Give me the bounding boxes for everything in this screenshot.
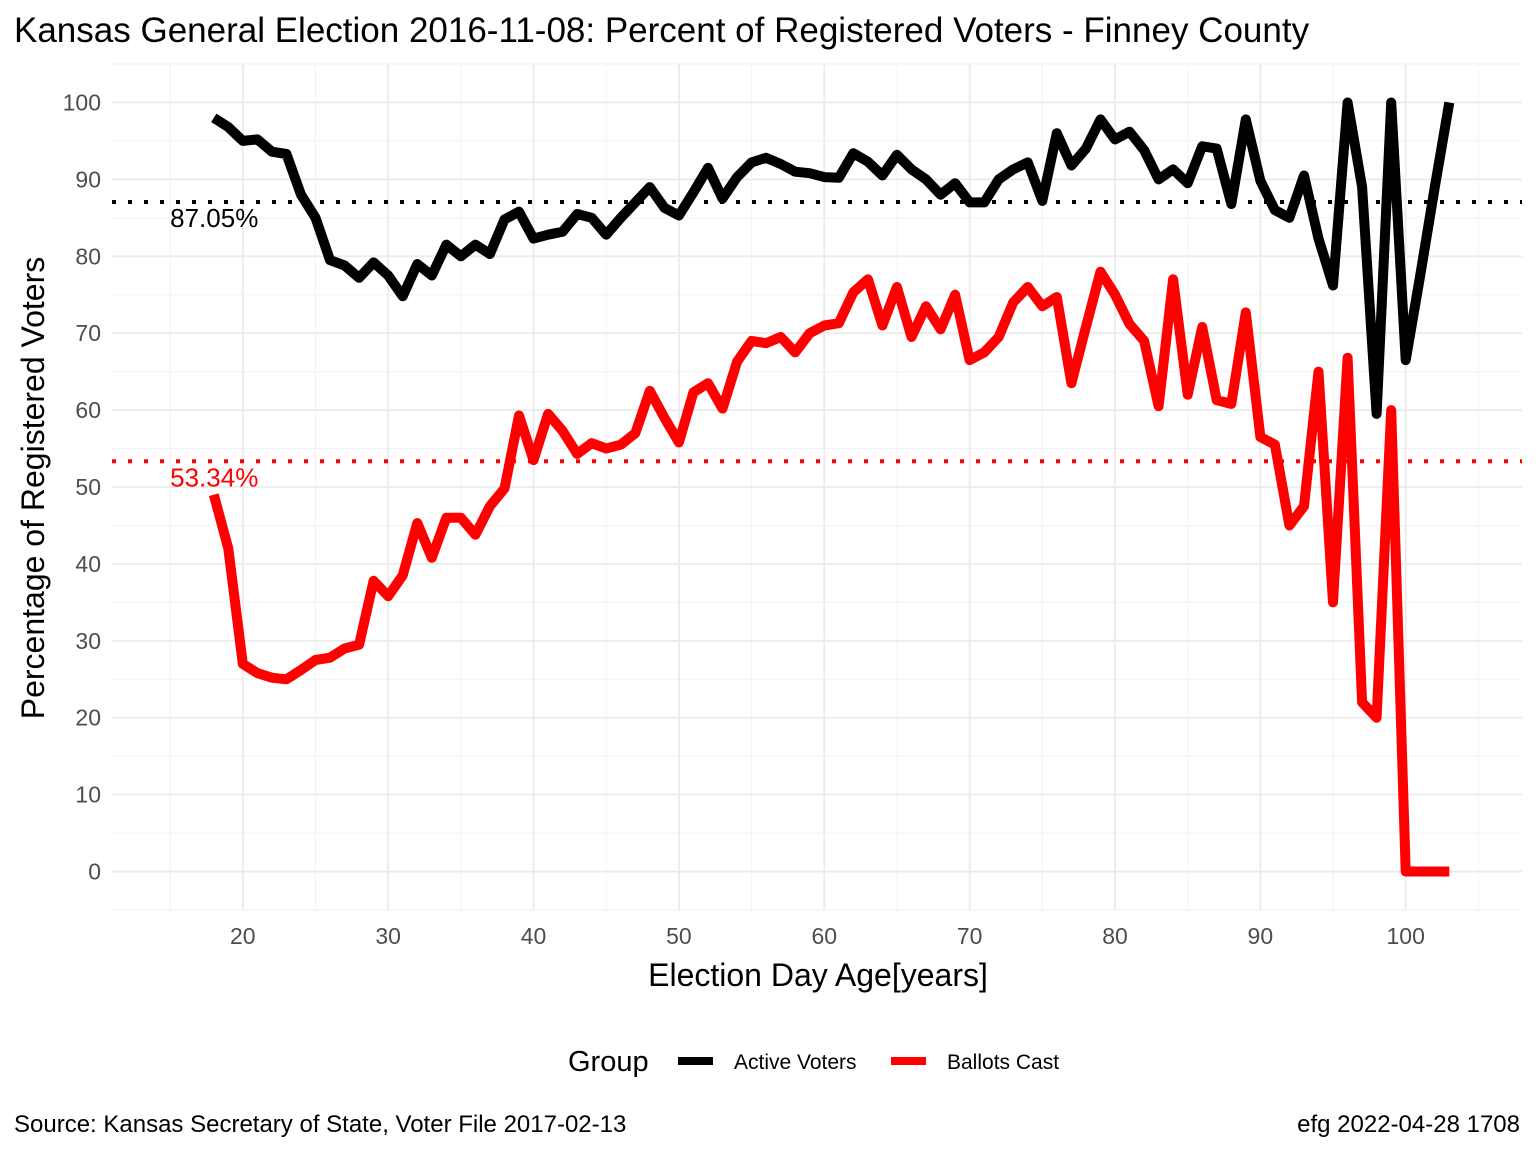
- y-tick-label: 40: [75, 551, 101, 577]
- x-tick-label: 20: [230, 923, 256, 949]
- y-tick-label: 30: [75, 628, 101, 654]
- legend: Group Active Voters Ballots Cast: [568, 1046, 1059, 1078]
- credit-caption: efg 2022-04-28 1708: [1297, 1111, 1520, 1138]
- y-tick-label: 20: [75, 705, 101, 731]
- reference-label: 53.34%: [170, 462, 258, 492]
- x-tick-label: 40: [521, 923, 547, 949]
- reference-label: 87.05%: [170, 203, 258, 233]
- y-tick-label: 70: [75, 320, 101, 346]
- y-tick-label: 100: [63, 89, 101, 115]
- major-gridlines: [112, 64, 1522, 910]
- y-axis-title: Percentage of Registered Voters: [15, 257, 51, 720]
- source-caption: Source: Kansas Secretary of State, Voter…: [14, 1111, 626, 1138]
- y-tick-label: 50: [75, 474, 101, 500]
- reference-lines: 87.05% 53.34%: [112, 200, 1522, 492]
- chart-title: Kansas General Election 2016-11-08: Perc…: [14, 11, 1310, 50]
- y-tick-label: 60: [75, 397, 101, 423]
- x-tick-label: 50: [666, 923, 692, 949]
- y-tick-label: 90: [75, 166, 101, 192]
- series-line-active-voters: [211, 97, 1455, 419]
- x-tick-label: 100: [1387, 923, 1425, 949]
- x-tick-label: 30: [375, 923, 401, 949]
- minor-gridlines: [112, 63, 1522, 911]
- legend-title: Group: [568, 1046, 649, 1078]
- x-axis-title: Election Day Age[years]: [648, 957, 988, 993]
- y-tick-label: 0: [88, 859, 101, 885]
- x-tick-label: 90: [1248, 923, 1274, 949]
- legend-label-ballots-cast: Ballots Cast: [947, 1051, 1059, 1074]
- y-tick-label: 80: [75, 243, 101, 269]
- y-tick-label: 10: [75, 782, 101, 808]
- y-tick-labels: 0 10 20 30 40 50 60 70 80 90 100: [63, 89, 101, 884]
- x-tick-label: 80: [1102, 923, 1128, 949]
- x-tick-labels: 20 30 40 50 60 70 80 90 100: [230, 923, 1425, 949]
- series-line-ballots-cast: [208, 266, 1450, 877]
- x-tick-label: 60: [811, 923, 837, 949]
- series-lines: [208, 97, 1455, 877]
- legend-label-active-voters: Active Voters: [734, 1051, 857, 1074]
- x-tick-label: 70: [957, 923, 983, 949]
